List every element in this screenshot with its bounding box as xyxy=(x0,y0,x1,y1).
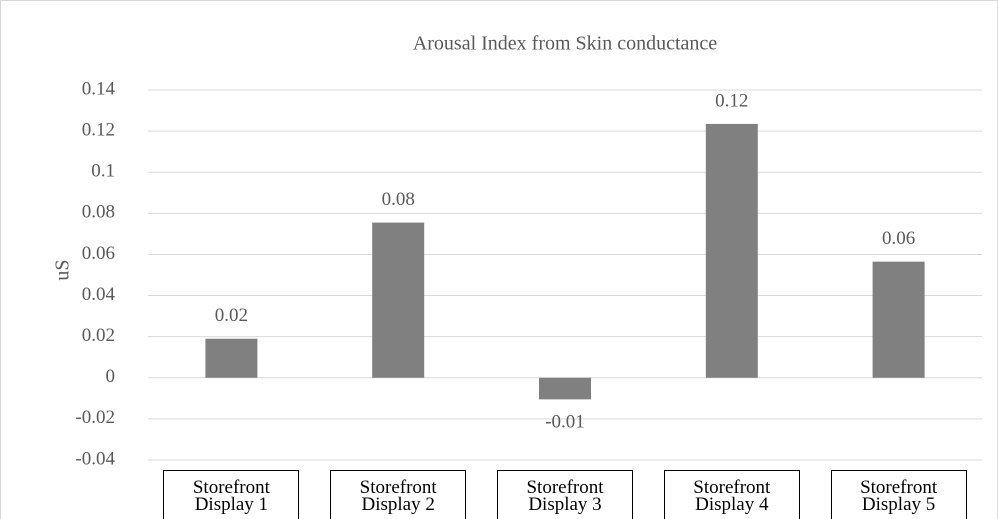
y-tick-label: 0.14 xyxy=(82,78,116,99)
bar xyxy=(372,222,425,378)
data-label: 0.06 xyxy=(882,228,915,249)
y-tick-label: 0.08 xyxy=(82,202,115,223)
data-label: 0.02 xyxy=(215,305,248,326)
x-tick-label: Storefront Display 2 xyxy=(330,470,467,519)
y-tick-label: 0.12 xyxy=(82,119,115,140)
y-tick-label: 0.1 xyxy=(91,161,115,182)
y-tick-label: 0.04 xyxy=(82,284,116,305)
y-tick-label: -0.02 xyxy=(75,407,115,428)
x-tick-label: Storefront Display 4 xyxy=(663,470,800,519)
y-tick-label: 0 xyxy=(106,366,116,387)
bar xyxy=(539,377,591,400)
y-tick-label: 0.02 xyxy=(82,325,115,346)
bar xyxy=(705,123,758,378)
y-axis-label: uS xyxy=(52,259,74,280)
data-label: 0.08 xyxy=(382,189,415,210)
x-tick-label: Storefront Display 3 xyxy=(497,470,633,519)
chart-title: Arousal Index from Skin conductance xyxy=(413,33,717,55)
bar xyxy=(205,338,258,378)
x-tick-label: Storefront Display 5 xyxy=(830,470,967,519)
y-tick-label: -0.04 xyxy=(75,448,115,469)
x-tick-label: Storefront Display 1 xyxy=(163,470,300,519)
data-label: -0.01 xyxy=(545,412,585,433)
data-label: 0.12 xyxy=(715,90,748,111)
bar xyxy=(872,261,925,378)
y-tick-label: 0.06 xyxy=(82,243,115,264)
